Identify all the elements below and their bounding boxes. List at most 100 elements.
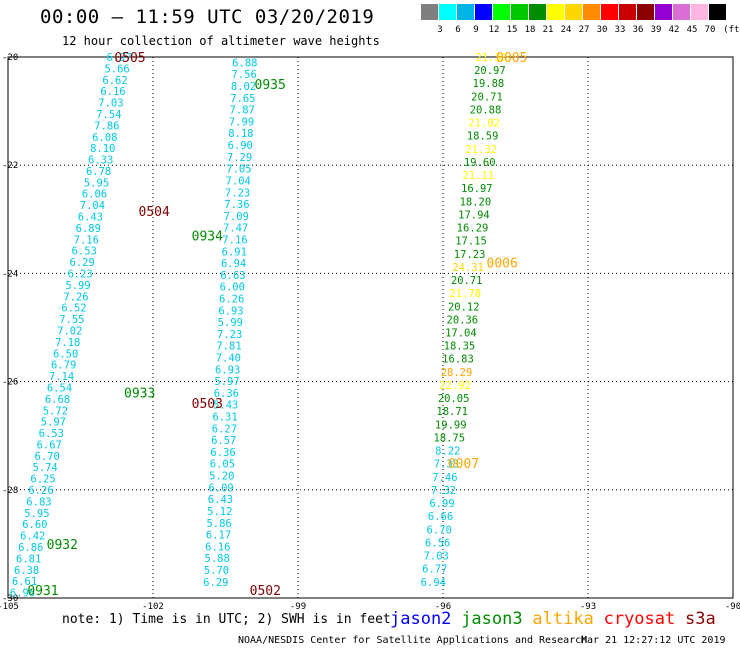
- legend-label: 42: [668, 25, 680, 35]
- legend-swatch: [709, 4, 727, 20]
- wave-height-value: 21.11: [462, 170, 494, 182]
- wave-height-value: 16.97: [461, 183, 493, 195]
- satellite-name: jason3: [461, 609, 523, 629]
- wave-height-value: 6.61: [12, 576, 37, 588]
- legend-swatch: [529, 4, 547, 20]
- lat-label: -20: [2, 53, 18, 63]
- wave-height-value: 7.03: [424, 551, 449, 563]
- pass-time-label: 0504: [139, 205, 170, 220]
- wave-height-value: 6.86: [18, 542, 43, 554]
- legend-label: 12: [488, 25, 500, 35]
- legend-swatch: [619, 4, 637, 20]
- wave-height-value: 7.54: [96, 109, 121, 121]
- wave-height-value: 6.77: [422, 564, 447, 576]
- lat-label: -26: [2, 378, 18, 388]
- wave-height-value: 7.86: [94, 120, 119, 132]
- wave-height-value: 17.94: [458, 209, 490, 221]
- wave-height-value: 6.70: [426, 524, 451, 536]
- wave-height-value: 6.23: [67, 269, 92, 281]
- legend-unit: (ft): [723, 25, 740, 35]
- legend-swatch: [421, 4, 439, 20]
- wave-height-value: 6.52: [61, 303, 86, 315]
- wave-height-value: 8.22: [435, 446, 460, 458]
- wave-height-value: 6.63: [220, 270, 245, 282]
- wave-height-value: 7.14: [49, 371, 74, 383]
- legend-label: 9: [473, 25, 479, 35]
- wave-height-value: 7.99: [229, 116, 254, 128]
- wave-height-value: 7.03: [98, 98, 123, 110]
- wave-height-value: 6.26: [28, 485, 53, 497]
- wave-height-value: 6.53: [39, 428, 64, 440]
- legend-swatch: [655, 4, 673, 20]
- legend-swatch: [637, 4, 655, 20]
- wave-height-value: 6.17: [206, 530, 231, 542]
- legend-swatch: [565, 4, 583, 20]
- legend-label: 21: [542, 25, 554, 35]
- wave-height-value: 19.99: [435, 419, 467, 431]
- wave-height-value: 6.60: [22, 519, 47, 531]
- wave-height-value: 7.47: [223, 223, 248, 235]
- wave-height-value: 6.29: [203, 577, 228, 589]
- legend-swatch: [673, 4, 691, 20]
- pass-time-label: 0935: [255, 78, 286, 93]
- legend-swatch: [475, 4, 493, 20]
- wave-height-value: 6.79: [51, 360, 76, 372]
- wave-height-value: 22.92: [439, 380, 471, 392]
- wave-height-value: 21.32: [465, 144, 497, 156]
- wave-height-value: 7.04: [80, 200, 105, 212]
- lon-label: -105: [0, 602, 19, 612]
- legend-label: 18: [524, 25, 536, 35]
- pass-time-label: 0932: [47, 538, 78, 553]
- lat-label: -30: [2, 594, 18, 604]
- wave-height-value: 6.06: [82, 189, 107, 201]
- lat-label: -28: [2, 486, 18, 496]
- pass-time-label: 0005: [496, 51, 527, 66]
- wave-height-value: 6.42: [20, 531, 45, 543]
- legend-label: 39: [650, 25, 662, 35]
- wave-height-value: 7.81: [216, 341, 241, 353]
- lon-label: -90: [725, 602, 740, 612]
- wave-height-value: 7.46: [432, 472, 457, 484]
- wave-height-value: 6.53: [72, 246, 97, 258]
- wave-height-value: 5.99: [65, 280, 90, 292]
- map-subtitle: 12 hour collection of altimeter wave hei…: [62, 34, 380, 48]
- wave-height-value: 20.88: [470, 104, 502, 116]
- wave-height-value: 7.18: [55, 337, 80, 349]
- wave-height-value: 7.87: [230, 105, 255, 117]
- legend-label: 6: [455, 25, 461, 35]
- pass-time-label: 0505: [114, 51, 145, 66]
- wave-height-value: 6.90: [228, 140, 253, 152]
- wave-height-value: 5.86: [206, 518, 231, 530]
- satellite-name: cryosat: [603, 609, 676, 629]
- wave-height-value: 6.00: [220, 282, 245, 294]
- wave-height-value: 7.29: [227, 152, 252, 164]
- legend-swatch: [583, 4, 601, 20]
- wave-height-value: 18.20: [460, 196, 492, 208]
- wave-height-value: 20.12: [448, 301, 480, 313]
- wave-height-value: 7.16: [74, 234, 99, 246]
- wave-height-value: 8.18: [228, 128, 253, 140]
- wave-height-value: 19.60: [464, 157, 496, 169]
- wave-height-value: 5.95: [24, 508, 49, 520]
- wave-height-value: 16.29: [457, 223, 489, 235]
- pass-time-label: 0934: [192, 230, 223, 245]
- wave-height-value: 5.70: [204, 565, 229, 577]
- pass-time-label: 0007: [448, 457, 479, 472]
- pass-time-label: 0933: [124, 386, 155, 401]
- wave-height-value: 17.15: [455, 236, 487, 248]
- wave-height-value: 7.05: [226, 164, 251, 176]
- pass-time-label: 0502: [250, 584, 281, 599]
- legend-swatch: [547, 4, 565, 20]
- wave-height-value: 6.29: [69, 257, 94, 269]
- wave-height-value: 6.57: [211, 435, 236, 447]
- wave-height-value: 24.31: [452, 262, 484, 274]
- wave-height-value: 6.27: [212, 423, 237, 435]
- wave-height-value: 19.88: [473, 78, 505, 90]
- wave-height-value: 5.72: [43, 405, 68, 417]
- wave-height-value: 7.23: [217, 329, 242, 341]
- legend-swatch: [601, 4, 619, 20]
- legend-label: 36: [632, 25, 644, 35]
- wave-height-value: 6.54: [47, 382, 72, 394]
- wave-height-value: 5.97: [214, 376, 239, 388]
- wave-height-value: 20.97: [474, 65, 506, 77]
